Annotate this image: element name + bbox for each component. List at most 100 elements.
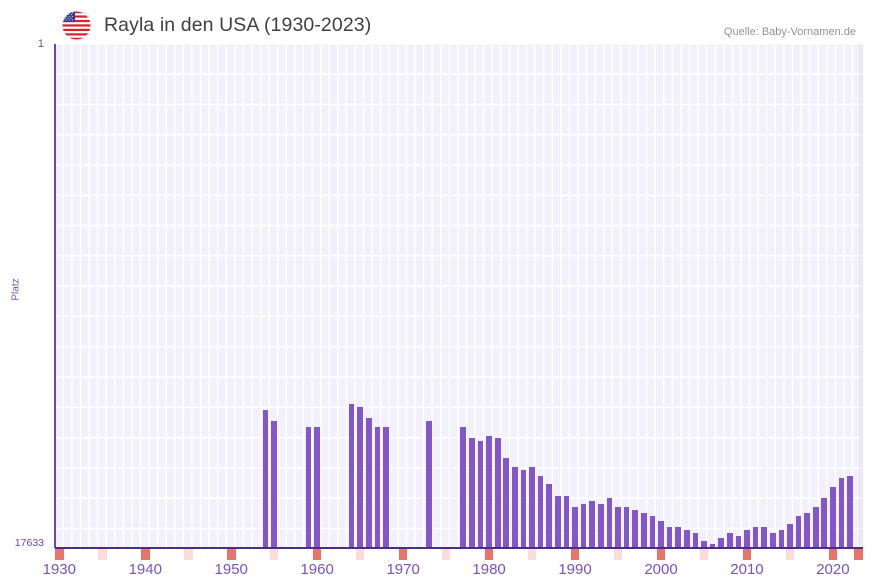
bar[interactable]: [469, 438, 475, 548]
bar[interactable]: [752, 527, 759, 548]
bar[interactable]: [709, 544, 716, 548]
bar[interactable]: [426, 421, 432, 548]
bar[interactable]: [761, 527, 767, 548]
chart-header: Rayla in den USA (1930-2023) Quelle: Bab…: [0, 0, 873, 46]
x-axis-label-1970: 1970: [386, 561, 420, 578]
bar[interactable]: [830, 487, 836, 548]
tick-marker-half-decade: [355, 549, 365, 560]
page-title: Rayla in den USA (1930-2023): [104, 14, 372, 36]
bar[interactable]: [735, 535, 742, 548]
y-axis-bottom-tick-label: 17633: [14, 537, 44, 549]
us-flag-icon: [62, 11, 91, 40]
tick-marker-decade: [55, 549, 64, 560]
bar[interactable]: [623, 507, 630, 548]
bar[interactable]: [744, 529, 750, 548]
x-axis-label-2000: 2000: [644, 561, 678, 578]
source-attribution: Quelle: Baby-Vornamen.de: [723, 26, 856, 38]
plot-area: [55, 44, 863, 548]
x-axis-label-1940: 1940: [128, 561, 162, 578]
bar[interactable]: [494, 438, 501, 548]
x-axis-label-2020: 2020: [816, 561, 850, 578]
bar[interactable]: [683, 529, 690, 548]
bar-series-rayla: [55, 44, 863, 548]
bar[interactable]: [675, 527, 682, 548]
bar[interactable]: [606, 498, 613, 548]
bar[interactable]: [305, 427, 312, 548]
tick-marker-half-decade: [97, 549, 107, 560]
tick-marker-half-decade: [699, 549, 709, 560]
x-axis-label-1950: 1950: [214, 561, 248, 578]
tick-marker-decade: [226, 549, 236, 560]
bar[interactable]: [486, 435, 492, 548]
x-axis-label-1990: 1990: [558, 561, 592, 578]
bar[interactable]: [357, 407, 363, 548]
bar[interactable]: [529, 467, 535, 548]
bar[interactable]: [563, 495, 570, 548]
x-axis-label-1930: 1930: [42, 561, 76, 578]
bar[interactable]: [795, 515, 802, 548]
bar[interactable]: [769, 532, 776, 548]
bar[interactable]: [847, 475, 853, 548]
bar[interactable]: [726, 532, 733, 548]
x-axis-label-1960: 1960: [300, 561, 334, 578]
tick-marker-decade: [656, 549, 666, 560]
bar[interactable]: [262, 409, 269, 548]
tick-marker-half-decade: [183, 549, 193, 560]
bar[interactable]: [555, 495, 561, 548]
bar[interactable]: [597, 504, 604, 548]
bar[interactable]: [640, 512, 647, 548]
tick-marker-half-decade: [441, 549, 451, 560]
x-axis-label-2010: 2010: [730, 561, 764, 578]
tick-marker-decade: [484, 549, 494, 560]
tick-marker-decade: [828, 549, 838, 560]
bar[interactable]: [701, 541, 707, 548]
bar[interactable]: [812, 507, 819, 548]
y-axis-top-tick-label: 1: [37, 38, 44, 50]
bar[interactable]: [658, 521, 664, 548]
x-axis-label-1980: 1980: [472, 561, 506, 578]
bar[interactable]: [778, 529, 785, 548]
bar[interactable]: [692, 532, 699, 548]
bar[interactable]: [537, 475, 544, 548]
bar[interactable]: [615, 507, 621, 548]
tick-marker-half-decade: [613, 549, 623, 560]
bar[interactable]: [460, 427, 467, 548]
bar[interactable]: [718, 538, 724, 548]
tick-marker-half-decade: [527, 549, 537, 560]
bar[interactable]: [666, 527, 673, 548]
bar[interactable]: [589, 501, 596, 548]
bar[interactable]: [649, 515, 656, 548]
bar[interactable]: [512, 467, 518, 548]
x-axis-tick-markers: [55, 549, 863, 560]
bar[interactable]: [520, 469, 527, 548]
tick-marker-end: [854, 549, 863, 560]
bar[interactable]: [348, 404, 355, 548]
tick-marker-decade: [570, 549, 580, 560]
tick-marker-decade: [742, 549, 752, 560]
bar[interactable]: [365, 418, 372, 548]
tick-marker-decade: [312, 549, 322, 560]
bar[interactable]: [383, 427, 389, 548]
bar[interactable]: [374, 427, 381, 548]
bar[interactable]: [477, 441, 484, 548]
bar[interactable]: [314, 427, 320, 548]
y-axis-title: Platz: [10, 278, 22, 301]
bar[interactable]: [572, 507, 578, 548]
bar[interactable]: [632, 509, 639, 548]
x-axis-line: [55, 547, 863, 549]
tick-marker-decade: [398, 549, 408, 560]
bar[interactable]: [546, 484, 553, 548]
tick-marker-half-decade: [785, 549, 795, 560]
bar[interactable]: [503, 458, 510, 548]
bar[interactable]: [838, 478, 845, 548]
bar[interactable]: [821, 498, 828, 548]
tick-marker-half-decade: [269, 549, 279, 560]
bar[interactable]: [787, 524, 793, 548]
y-axis-line: [54, 44, 56, 548]
x-axis-labels: 1930 1940 1950 1960 1970 1980 1990 2000 2010 2020: [43, 561, 863, 585]
bar[interactable]: [271, 421, 278, 548]
bar[interactable]: [580, 504, 587, 548]
tick-marker-decade: [140, 549, 150, 560]
bar[interactable]: [804, 512, 810, 548]
